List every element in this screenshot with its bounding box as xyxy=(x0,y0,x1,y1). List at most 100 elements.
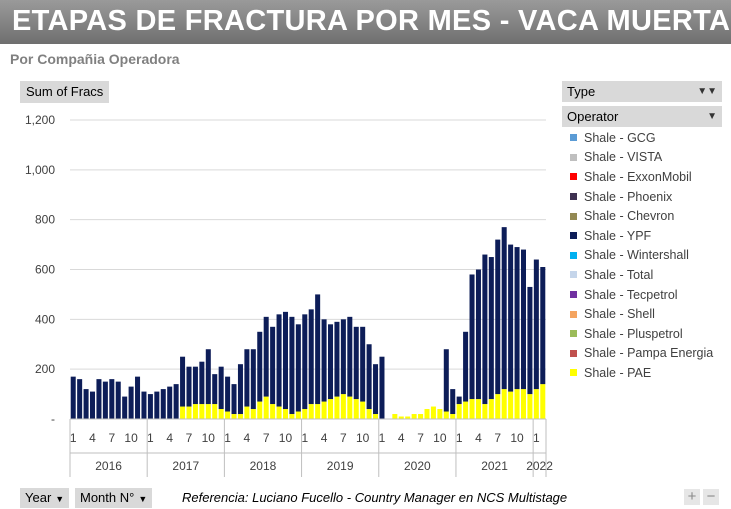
legend-item: Shale - ExxonMobil xyxy=(570,167,725,187)
bar-segment xyxy=(154,391,160,419)
bar-segment xyxy=(437,409,443,419)
bar-segment xyxy=(508,244,514,392)
bar-segment xyxy=(186,406,192,419)
title-bar: ETAPAS DE FRACTURA POR MES - VACA MUERTA xyxy=(0,0,731,44)
month-tick-label: 4 xyxy=(166,431,173,445)
year-field-label: Year xyxy=(25,490,52,505)
bar-segment xyxy=(244,349,250,407)
bar-segment xyxy=(167,386,173,419)
type-filter-button[interactable]: Type ▼▼ xyxy=(562,81,722,102)
legend-swatch xyxy=(570,173,577,181)
bar-segment xyxy=(237,414,243,419)
bar-segment xyxy=(96,379,102,419)
bar-segment xyxy=(469,399,475,419)
bar-segment xyxy=(83,389,89,419)
month-tick-label: 4 xyxy=(398,431,405,445)
bar-segment xyxy=(430,406,436,419)
bar-segment xyxy=(482,404,488,419)
y-tick-label: 1,200 xyxy=(25,113,55,127)
legend-item: Shale - YPF xyxy=(570,226,725,246)
bar-segment xyxy=(205,349,211,405)
legend-swatch xyxy=(570,349,577,357)
month-tick-label: 10 xyxy=(279,431,293,445)
expand-button[interactable]: + xyxy=(684,489,700,505)
bar-segment xyxy=(295,411,301,419)
bar-segment xyxy=(212,404,218,419)
bar-segment xyxy=(225,376,231,412)
bar-segment xyxy=(212,374,218,405)
year-field-button[interactable]: Year ▼ xyxy=(20,488,70,508)
legend-swatch xyxy=(570,251,577,259)
bar-segment xyxy=(411,414,417,419)
bar-segment xyxy=(77,379,83,419)
bar-segment xyxy=(366,409,372,419)
bar-segment xyxy=(340,319,346,395)
y-tick-label: 400 xyxy=(35,312,55,326)
bar-segment xyxy=(180,406,186,419)
bar-segment xyxy=(308,309,314,405)
month-tick-label: 1 xyxy=(379,431,386,445)
legend-swatch xyxy=(570,153,577,161)
month-tick-label: 10 xyxy=(124,431,138,445)
month-tick-label: 10 xyxy=(510,431,524,445)
legend-swatch xyxy=(570,232,577,240)
value-field-button[interactable]: Sum of Fracs xyxy=(20,81,110,103)
bar-segment xyxy=(366,344,372,410)
bar-segment xyxy=(443,349,449,412)
legend-swatch xyxy=(570,134,577,142)
month-field-button[interactable]: Month N° ▼ xyxy=(75,488,153,508)
bar-segment xyxy=(418,414,424,419)
filter-icon[interactable]: ▼▼ xyxy=(697,86,717,97)
bar-segment xyxy=(250,349,256,410)
year-label: 2017 xyxy=(172,459,199,473)
bar-segment xyxy=(135,376,141,419)
bar-segment xyxy=(540,384,546,419)
legend-item: Shale - VISTA xyxy=(570,148,725,168)
y-tick-label: 800 xyxy=(35,213,55,227)
bar-segment xyxy=(475,269,481,400)
bar-segment xyxy=(514,247,520,390)
bar-segment xyxy=(533,259,539,390)
bar-segment xyxy=(282,409,288,419)
operator-filter-label: Operator xyxy=(567,109,619,124)
month-tick-label: 7 xyxy=(340,431,347,445)
legend-item: Shale - GCG xyxy=(570,128,725,148)
legend-label: Shale - Tecpetrol xyxy=(584,287,678,302)
bar-segment xyxy=(520,249,526,390)
bar-segment xyxy=(263,396,269,419)
bar-segment xyxy=(540,267,546,385)
bar-segment xyxy=(475,399,481,419)
collapse-button[interactable]: − xyxy=(703,489,719,505)
bar-segment xyxy=(360,401,366,419)
bar-segment xyxy=(533,389,539,419)
legend-label: Shale - Pluspetrol xyxy=(584,326,683,341)
legend-label: Shale - Wintershall xyxy=(584,248,689,263)
operator-filter-button[interactable]: Operator ▼ xyxy=(562,106,722,127)
bar-segment xyxy=(495,239,501,395)
bar-segment xyxy=(244,406,250,419)
bar-segment xyxy=(289,414,295,419)
month-tick-label: 4 xyxy=(475,431,482,445)
bar-segment xyxy=(128,386,134,419)
legend-item: Shale - Pluspetrol xyxy=(570,324,725,344)
legend-label: Shale - GCG xyxy=(584,130,656,145)
year-label: 2021 xyxy=(481,459,508,473)
bar-segment xyxy=(270,404,276,419)
month-tick-label: 4 xyxy=(244,431,251,445)
bar-segment xyxy=(90,391,96,419)
legend-item: Shale - Tecpetrol xyxy=(570,285,725,305)
bar-segment xyxy=(295,324,301,412)
bar-segment xyxy=(237,364,243,415)
month-tick-label: 1 xyxy=(301,431,308,445)
bar-segment xyxy=(495,394,501,419)
bar-segment xyxy=(456,396,462,405)
legend-swatch xyxy=(570,369,577,377)
chevron-down-icon[interactable]: ▼ xyxy=(707,111,717,122)
legend-swatch xyxy=(570,271,577,279)
bar-segment xyxy=(70,376,76,419)
bar-segment xyxy=(321,401,327,419)
legend-swatch xyxy=(570,310,577,318)
legend-swatch xyxy=(570,291,577,299)
bar-segment xyxy=(250,409,256,419)
bar-segment xyxy=(147,394,153,419)
